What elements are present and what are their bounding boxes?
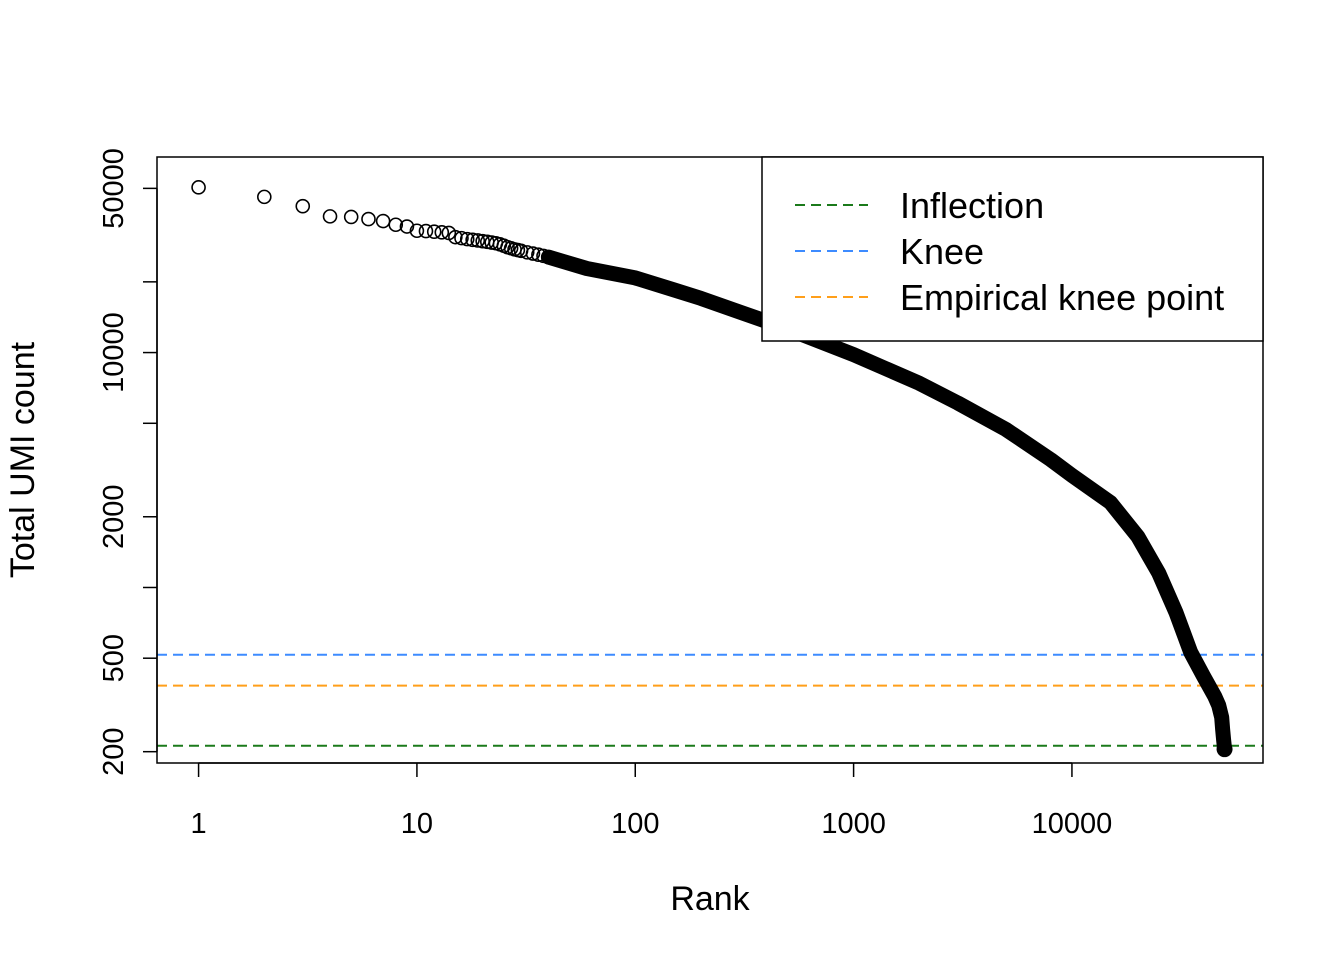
data-point: [470, 233, 486, 248]
data-point: [519, 245, 535, 260]
y-axis-title: Total UMI count: [4, 341, 42, 578]
data-point: [525, 246, 541, 261]
data-point-last: [1216, 741, 1233, 758]
data-point: [434, 225, 450, 240]
data-point: [361, 211, 376, 227]
y-tick-label: 200: [98, 728, 130, 776]
x-tick-label: 10000: [1032, 808, 1113, 840]
data-point: [409, 223, 425, 239]
data-point: [426, 224, 442, 239]
y-tick-label: 10000: [98, 312, 130, 393]
y-axis: 200 500 2000 10000 50000: [98, 148, 158, 776]
legend-box: [761, 156, 1264, 342]
x-tick-label: 1: [191, 808, 207, 840]
y-tick-label: 2000: [98, 485, 130, 550]
data-point: [454, 230, 469, 246]
legend: Inflection Knee Empirical knee point: [761, 156, 1264, 342]
x-tick-label: 1000: [821, 808, 886, 840]
data-point: [465, 232, 480, 248]
data-point: [343, 209, 359, 225]
legend-label: Inflection: [900, 185, 1044, 226]
data-point: [322, 209, 338, 224]
dense-data-curve: [540, 249, 1233, 758]
data-point: [295, 198, 311, 214]
y-tick-label: 500: [98, 634, 130, 682]
x-tick-label: 100: [611, 808, 659, 840]
data-point: [257, 189, 272, 205]
data-point: [399, 219, 415, 234]
data-point: [191, 180, 206, 195]
data-point: [388, 217, 404, 233]
data-point: [459, 231, 475, 247]
data-point: [375, 213, 391, 229]
x-axis: 1 10 100 1000 10000: [191, 762, 1113, 840]
x-tick-label: 10: [401, 808, 433, 840]
threshold-lines: [157, 653, 1263, 747]
y-tick-label: 50000: [98, 148, 130, 229]
legend-label: Knee: [900, 231, 984, 272]
data-point: [418, 223, 434, 239]
dense-points-band: [540, 249, 1233, 757]
legend-label: Empirical knee point: [900, 277, 1224, 318]
data-points: [191, 180, 556, 265]
x-axis-title: Rank: [670, 880, 750, 918]
